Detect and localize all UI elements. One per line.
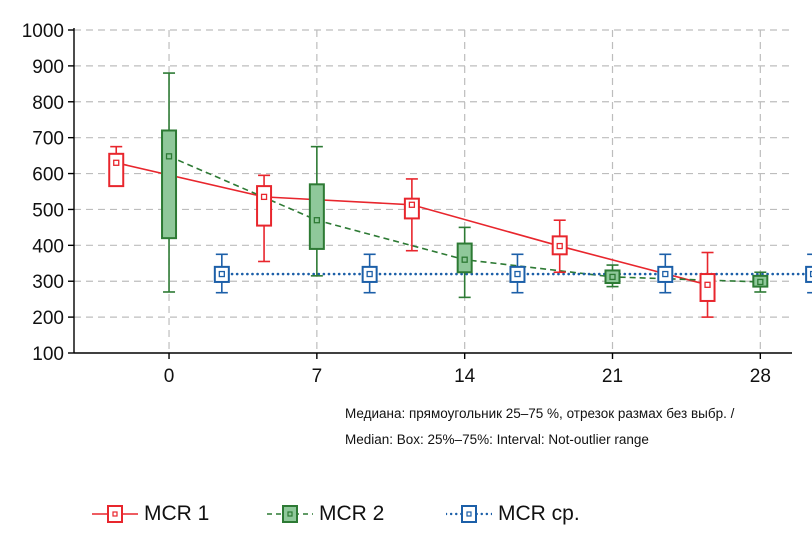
median-marker <box>260 193 268 201</box>
box <box>161 129 178 240</box>
median-marker <box>366 270 373 278</box>
chart: 100 200 300 400 500 600 700 800 900 1000 0 7 14 21 28 <box>22 21 812 387</box>
y-tick-label: 500 <box>32 200 64 221</box>
x-tick-label: 21 <box>602 366 623 387</box>
median-marker <box>165 153 173 160</box>
median-marker <box>704 281 711 288</box>
legend-label-mcr1: MCR 1 <box>144 502 210 525</box>
x-tick-label: 14 <box>454 366 476 387</box>
box <box>256 185 273 227</box>
box <box>403 197 420 220</box>
median-marker <box>461 256 468 263</box>
y-tick-label: 900 <box>32 57 64 78</box>
legend-label-mcr2: MCR 2 <box>319 502 385 525</box>
median-marker <box>609 273 616 281</box>
median-marker <box>757 278 764 286</box>
legend-swatch-mcr1 <box>92 505 138 523</box>
chart-legend: MCR 1 MCR 2 MCR ср. <box>0 499 812 529</box>
legend-item-mcr1: MCR 1 <box>92 499 209 529</box>
x-tick-label: 0 <box>164 366 175 387</box>
y-tick-label: 400 <box>32 236 64 257</box>
legend-item-mcr-avg: MCR ср. <box>446 499 580 529</box>
y-tick-label: 800 <box>32 93 64 114</box>
y-tick-label: 200 <box>32 308 64 329</box>
legend-swatch-mcr-avg <box>446 505 492 523</box>
median-marker <box>313 217 321 224</box>
median-marker <box>556 242 563 250</box>
median-marker <box>662 270 669 278</box>
legend-label-mcr-avg: MCR ср. <box>498 502 580 525</box>
chart-note-line-2: Median: Box: 25%–75%: Interval: Not-outl… <box>345 432 649 447</box>
y-tick-label: 300 <box>32 272 64 293</box>
legend-swatch-mcr2 <box>267 505 313 523</box>
legend-item-mcr2: MCR 2 <box>267 499 384 529</box>
median-marker <box>113 159 120 166</box>
box <box>108 152 125 188</box>
median-marker <box>408 201 416 208</box>
x-tick-label: 28 <box>750 366 771 387</box>
median-marker <box>514 270 521 278</box>
y-tick-label: 100 <box>32 344 64 365</box>
box <box>805 265 812 283</box>
y-tick-label: 600 <box>32 165 64 186</box>
median-marker <box>809 270 812 278</box>
box <box>308 183 325 250</box>
y-tick-label: 700 <box>32 129 64 150</box>
x-tick-label: 7 <box>312 366 323 387</box>
chart-note-line-1: Медиана: прямоугольник 25–75 %, отрезок … <box>345 406 735 421</box>
y-tick-label: 1000 <box>22 21 64 42</box>
median-marker <box>218 270 225 278</box>
